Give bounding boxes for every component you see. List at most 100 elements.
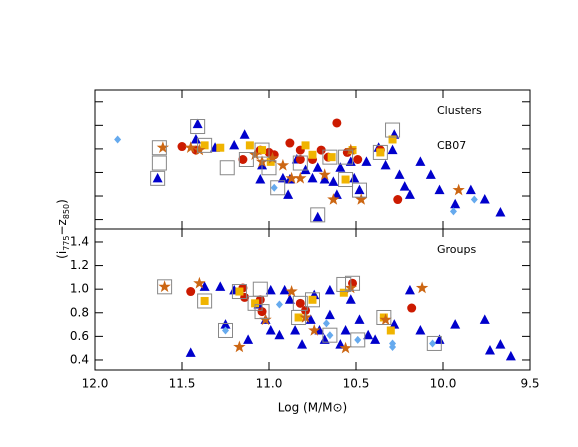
point-box [345, 275, 361, 291]
y-tick-label: 0.6 [70, 329, 89, 343]
y-label-part: ) [55, 199, 69, 204]
point-triangle [283, 189, 294, 199]
point-diamond [326, 331, 334, 340]
annotation: CB07 [437, 139, 466, 152]
point-triangle [389, 319, 400, 329]
point-triangle [484, 345, 495, 355]
point-box [385, 122, 401, 138]
x-tick-label: 9.5 [520, 377, 539, 391]
point-triangle [312, 211, 323, 222]
point-box [157, 279, 173, 295]
point-box [336, 276, 352, 292]
point-triangle [434, 334, 445, 344]
point-box [151, 155, 167, 171]
point-triangle [370, 334, 381, 344]
point-circle [316, 145, 326, 155]
point-triangle [277, 172, 288, 183]
point-triangle [434, 184, 445, 195]
point-triangle [229, 139, 240, 150]
x-axis-label: Log (M/M⊙) [278, 401, 347, 415]
point-star [415, 281, 429, 294]
point-star [259, 313, 272, 326]
point-triangle [363, 329, 374, 340]
point-star [327, 193, 340, 205]
point-triangle [265, 284, 276, 295]
point-square [339, 288, 348, 297]
point-circle [407, 303, 417, 313]
point-triangle [199, 281, 210, 291]
point-circle [257, 307, 267, 317]
point-triangle [345, 294, 356, 304]
point-triangle [387, 144, 398, 155]
y-label-subscript: 850 [62, 204, 71, 219]
point-triangle [349, 172, 360, 183]
y-label-subscript: 775 [62, 236, 71, 251]
point-triangle [479, 314, 490, 324]
point-box [372, 144, 388, 160]
point-triangle [361, 156, 372, 166]
point-diamond [449, 207, 457, 216]
point-triangle [319, 174, 330, 184]
point-box [305, 292, 320, 308]
y-tick-label: 0.8 [70, 305, 89, 319]
point-star [193, 143, 206, 156]
point-circle [186, 287, 196, 297]
point-box [426, 335, 442, 351]
x-tick-label: 11.5 [169, 377, 196, 391]
point-box [376, 309, 392, 325]
point-box [310, 207, 326, 223]
point-triangle [290, 324, 301, 335]
point-triangle [415, 324, 426, 335]
point-circle [238, 155, 248, 164]
point-triangle [312, 162, 323, 172]
point-square [200, 296, 209, 305]
point-triangle [450, 198, 461, 209]
point-triangle [243, 334, 254, 344]
point-box [292, 295, 308, 311]
point-box [351, 182, 367, 198]
point-square [200, 141, 209, 150]
point-circle [285, 138, 295, 148]
point-triangle [404, 189, 415, 199]
point-circle [332, 118, 342, 128]
point-box [219, 160, 235, 176]
point-square [216, 143, 225, 152]
point-triangle [300, 164, 311, 175]
point-square [386, 326, 395, 335]
point-square [376, 148, 385, 157]
point-star [308, 324, 321, 336]
point-star [156, 141, 169, 153]
point-triangle [185, 347, 196, 357]
point-circle [295, 298, 305, 308]
point-square [327, 153, 336, 162]
point-square [308, 295, 317, 304]
point-star [294, 171, 307, 184]
point-triangle [394, 169, 405, 179]
point-triangle [340, 324, 351, 335]
point-star [158, 280, 171, 293]
point-box [197, 137, 213, 153]
point-triangle [399, 181, 410, 191]
y-tick-label: 0.4 [70, 352, 89, 366]
point-triangle [239, 129, 250, 139]
point-triangle [324, 284, 335, 295]
point-square [235, 287, 244, 296]
point-triangle [404, 284, 415, 295]
point-triangle [380, 159, 391, 170]
point-diamond [470, 195, 478, 204]
point-diamond [389, 342, 397, 351]
point-box [150, 170, 166, 186]
point-box [252, 281, 268, 297]
point-circle [295, 155, 305, 164]
annotation: Clusters [437, 104, 482, 117]
y-label-part: (i [55, 251, 69, 259]
point-box [197, 293, 213, 309]
point-star [344, 143, 357, 156]
point-box [190, 119, 206, 135]
point-triangle [297, 339, 308, 349]
point-triangle [284, 294, 295, 304]
point-diamond [275, 300, 283, 309]
point-square [379, 313, 388, 322]
point-box [254, 142, 270, 158]
point-square [308, 150, 317, 159]
